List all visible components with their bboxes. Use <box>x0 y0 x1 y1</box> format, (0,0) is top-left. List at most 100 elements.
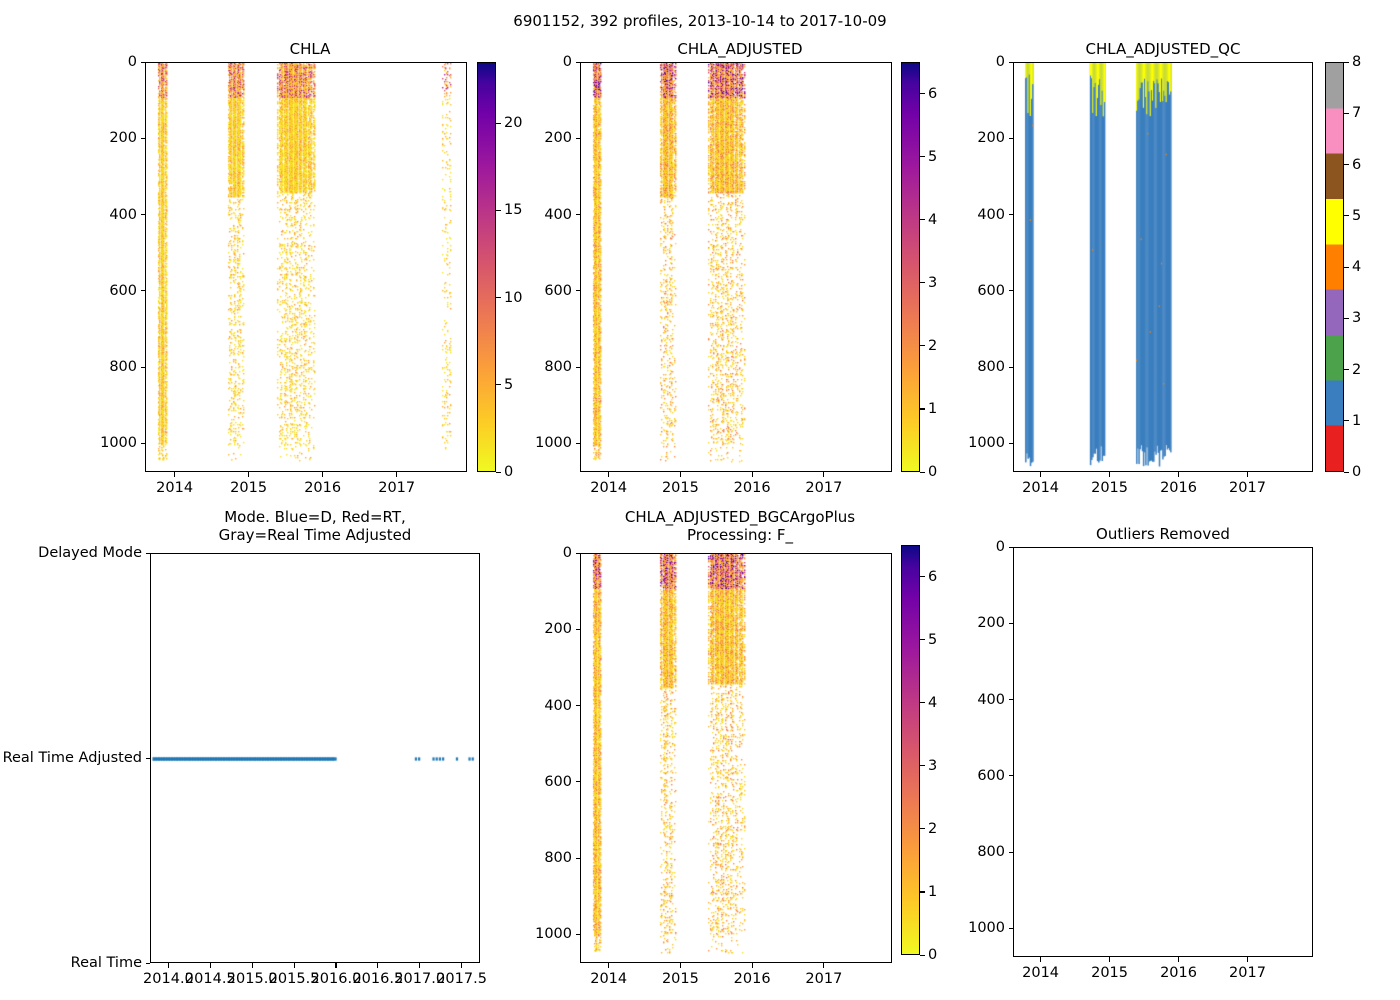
ytick-label: 800 <box>544 359 572 376</box>
chla-adjusted-colorbar-tick-label: 5 <box>928 148 938 165</box>
mode-ytick-mark <box>145 552 150 554</box>
ytick-label: 400 <box>109 206 137 223</box>
chla-adjusted-colorbar-tick <box>920 219 925 221</box>
xtick-label: 2014 <box>1022 965 1060 981</box>
chla-scatter-canvas <box>146 63 466 471</box>
panel-chla-adjusted-qc: CHLA_ADJUSTED_QC <box>1013 40 1313 480</box>
panel-chla: CHLA <box>145 40 475 480</box>
chla-adjusted-colorbar-tick-label: 6 <box>928 85 938 102</box>
bgcargoplus-colorbar[interactable] <box>901 545 920 955</box>
chla-adjusted-colorbar-tick <box>920 471 925 473</box>
ytick-mark <box>575 705 580 707</box>
xtick-mark <box>174 472 176 477</box>
bgcargoplus-colorbar-tick-label: 6 <box>928 568 938 585</box>
ytick-label: 800 <box>544 850 572 867</box>
ytick-mark <box>575 552 580 554</box>
ytick-mark <box>1008 442 1013 444</box>
chla-adjusted-scatter-canvas <box>581 63 891 471</box>
panel-chla-adjusted-qc-title: CHLA_ADJUSTED_QC <box>1085 40 1241 58</box>
ytick-label: 1000 <box>100 435 137 452</box>
ytick-label: 600 <box>977 282 1005 299</box>
panel-chla-adjusted-qc-axes[interactable] <box>1013 62 1313 472</box>
bgcargoplus-scatter-canvas <box>581 554 891 962</box>
xtick-mark <box>1040 957 1042 962</box>
ytick-mark <box>1008 366 1013 368</box>
chla-colorbar-tick-label: 10 <box>504 289 523 306</box>
qc-colorbar[interactable] <box>1325 62 1344 472</box>
mode-xtick-label: 2017.0 <box>394 971 446 987</box>
panel-mode: Mode. Blue=D, Red=RT, Gray=Real Time Adj… <box>150 508 480 978</box>
panel-chla-adjusted-axes[interactable] <box>580 62 892 472</box>
panel-mode-title: Mode. Blue=D, Red=RT, Gray=Real Time Adj… <box>218 508 412 544</box>
chla-adjusted-colorbar[interactable] <box>901 62 920 472</box>
ytick-mark <box>1008 699 1013 701</box>
xtick-label: 2015 <box>661 971 699 987</box>
xtick-label: 2015 <box>1091 965 1128 981</box>
ytick-mark <box>1008 214 1013 216</box>
xtick-mark <box>1246 957 1249 962</box>
ytick-label: 200 <box>544 130 572 147</box>
ytick-mark <box>1008 622 1013 624</box>
chla-adjusted-colorbar-tick <box>920 156 925 158</box>
qc-colorbar-tick <box>1344 471 1349 473</box>
ytick-mark <box>575 214 580 216</box>
panel-outliers-removed-axes[interactable] <box>1013 547 1313 957</box>
panel-chla-adjusted-bgcargoplus-axes[interactable] <box>580 553 892 963</box>
xtick-mark <box>1178 472 1180 477</box>
chla-adjusted-colorbar-tick-label: 0 <box>928 464 938 480</box>
chla-colorbar[interactable] <box>477 62 496 472</box>
ytick-label: 0 <box>127 54 137 70</box>
mode-xtick-mark <box>335 963 337 968</box>
panel-chla-adjusted: CHLA_ADJUSTED <box>580 40 900 480</box>
mode-xtick-label: 2014.0 <box>143 971 194 987</box>
mode-xtick-mark <box>377 963 379 968</box>
bgcargoplus-colorbar-tick <box>920 639 925 641</box>
ytick-label: 800 <box>977 844 1005 861</box>
xtick-label: 2015 <box>1091 480 1128 496</box>
ytick-label: 600 <box>109 282 137 299</box>
qc-colorbar-tick-label: 5 <box>1352 207 1362 224</box>
ytick-mark <box>140 442 145 444</box>
ytick-label: 1000 <box>968 920 1005 937</box>
ytick-mark <box>575 366 580 368</box>
bgcargoplus-colorbar-tick <box>920 765 925 767</box>
chla-adjusted-colorbar-tick <box>920 408 925 410</box>
ytick-mark <box>140 214 145 216</box>
outliers-removed-canvas <box>1014 548 1312 956</box>
ytick-mark <box>140 137 145 139</box>
xtick-label: 2016 <box>733 971 771 987</box>
panel-outliers-removed: Outliers Removed <box>1013 525 1313 985</box>
ytick-mark <box>140 366 145 368</box>
bgcargoplus-colorbar-tick <box>920 954 925 956</box>
ytick-label: 200 <box>544 621 572 638</box>
bgcargoplus-colorbar-tick-label: 4 <box>928 694 938 711</box>
mode-ytick-label: Delayed Mode <box>38 545 142 561</box>
qc-colorbar-tick <box>1344 112 1349 114</box>
ytick-label: 600 <box>977 767 1005 784</box>
qc-colorbar-tick-label: 2 <box>1352 361 1362 378</box>
bgcargoplus-colorbar-tick <box>920 891 925 893</box>
bgcargoplus-colorbar-tick <box>920 576 925 578</box>
mode-ytick-mark <box>145 962 150 964</box>
ytick-label: 0 <box>562 545 572 561</box>
mode-xtick-label: 2015.0 <box>226 971 278 987</box>
bgcargoplus-colorbar-tick <box>920 702 925 704</box>
qc-colorbar-tick-label: 1 <box>1352 412 1362 429</box>
mode-xtick-mark <box>293 963 295 968</box>
xtick-label: 2017 <box>805 971 843 987</box>
mode-xtick-mark <box>167 963 170 968</box>
mode-xtick-mark <box>419 963 421 968</box>
ytick-mark <box>140 290 145 292</box>
ytick-mark <box>1008 137 1013 139</box>
mode-xtick-mark <box>251 963 253 968</box>
ytick-mark <box>1008 927 1013 929</box>
xtick-label: 2015 <box>661 480 699 496</box>
ytick-label: 400 <box>977 206 1005 223</box>
panel-chla-axes[interactable] <box>145 62 467 472</box>
panel-mode-axes[interactable] <box>150 553 480 963</box>
ytick-label: 200 <box>109 130 137 147</box>
panel-outliers-removed-title: Outliers Removed <box>1096 525 1230 543</box>
bgcargoplus-colorbar-tick-label: 5 <box>928 631 938 648</box>
xtick-mark <box>322 472 324 477</box>
chla-adjusted-colorbar-tick <box>920 282 925 284</box>
